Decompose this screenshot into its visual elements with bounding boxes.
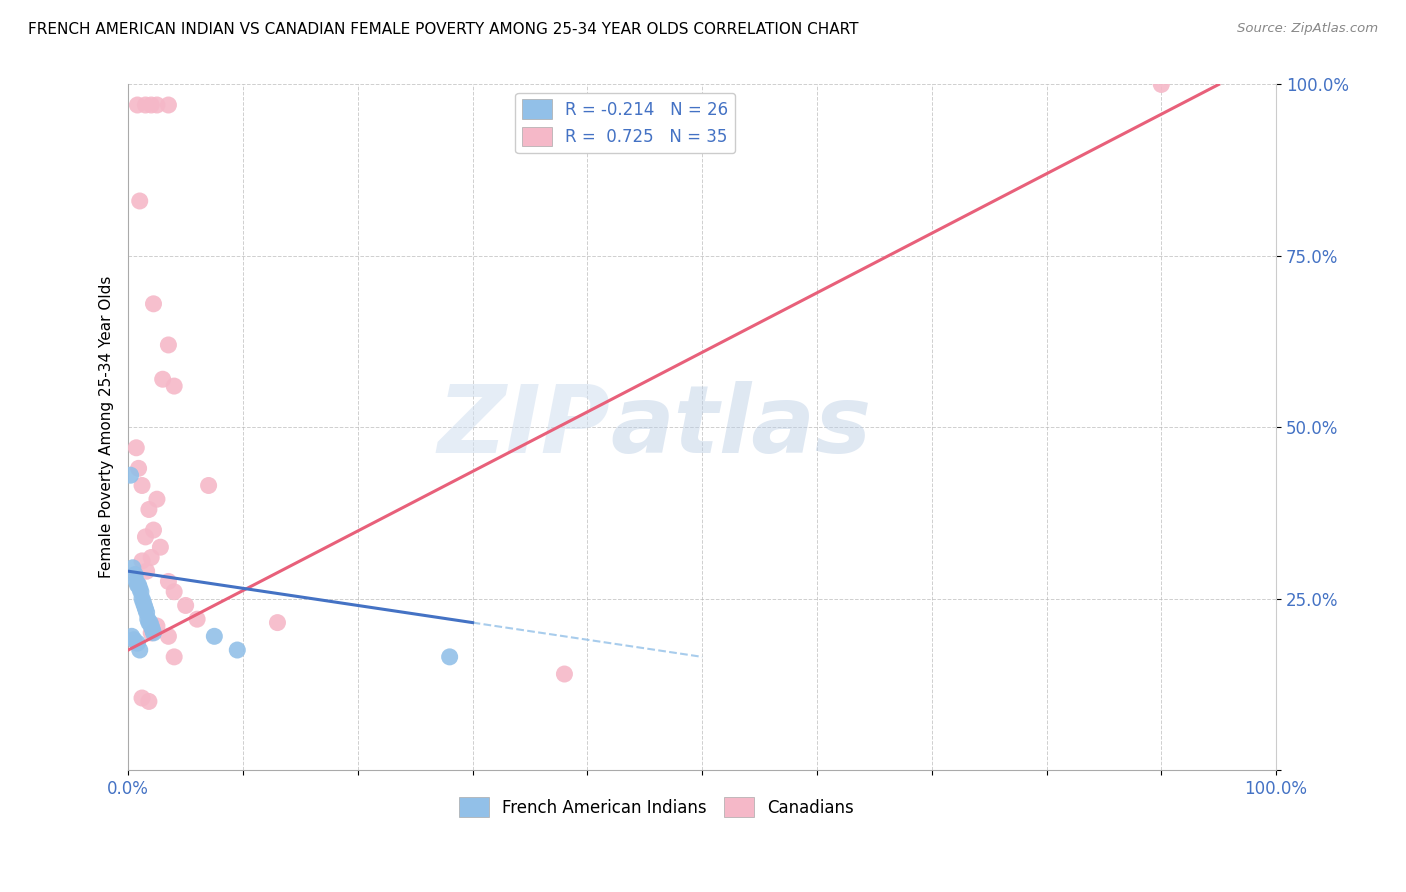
Point [138, 615, 160, 630]
Legend: French American Indians, Canadians: French American Indians, Canadians [453, 791, 860, 823]
Point [141, 550, 163, 565]
Point [128, 578, 150, 592]
Point [121, 561, 143, 575]
Point [157, 338, 180, 352]
Point [149, 540, 172, 554]
Point [142, 297, 165, 311]
Point [146, 619, 169, 633]
Point [131, 591, 153, 606]
Point [128, 643, 150, 657]
Point [163, 379, 186, 393]
Y-axis label: Female Poverty Among 25-34 Year Olds: Female Poverty Among 25-34 Year Olds [100, 276, 114, 578]
Point [120, 468, 142, 483]
Point [141, 619, 163, 633]
Text: ZIP: ZIP [437, 381, 610, 474]
Point [138, 694, 160, 708]
Point [157, 98, 180, 112]
Point [163, 584, 186, 599]
Point [127, 98, 149, 112]
Point [138, 502, 160, 516]
Point [141, 626, 163, 640]
Point [131, 478, 153, 492]
Point [128, 194, 150, 208]
Point [135, 605, 157, 619]
Text: FRENCH AMERICAN INDIAN VS CANADIAN FEMALE POVERTY AMONG 25-34 YEAR OLDS CORRELAT: FRENCH AMERICAN INDIAN VS CANADIAN FEMAL… [28, 22, 859, 37]
Point [135, 564, 157, 578]
Point [1150, 78, 1173, 92]
Point [174, 599, 197, 613]
Point [127, 578, 149, 592]
Point [125, 574, 148, 589]
Point [128, 582, 150, 596]
Point [131, 691, 153, 706]
Point [141, 623, 163, 637]
Point [139, 615, 162, 630]
Point [163, 649, 186, 664]
Point [146, 98, 169, 112]
Point [553, 667, 575, 681]
Point [134, 602, 156, 616]
Point [122, 632, 145, 647]
Point [226, 643, 249, 657]
Point [146, 492, 169, 507]
Point [266, 615, 288, 630]
Point [142, 626, 165, 640]
Point [128, 461, 150, 475]
Point [134, 98, 156, 112]
Point [134, 599, 156, 613]
Point [131, 554, 153, 568]
Point [125, 441, 148, 455]
Point [132, 595, 155, 609]
Point [197, 478, 219, 492]
Point [127, 636, 149, 650]
Text: Source: ZipAtlas.com: Source: ZipAtlas.com [1237, 22, 1378, 36]
Point [141, 98, 163, 112]
Point [439, 649, 461, 664]
Point [202, 629, 225, 643]
Point [124, 567, 146, 582]
Point [157, 629, 180, 643]
Point [142, 523, 165, 537]
Point [136, 612, 159, 626]
Point [121, 629, 143, 643]
Point [129, 584, 152, 599]
Point [186, 612, 208, 626]
Point [157, 574, 180, 589]
Point [152, 372, 174, 386]
Point [134, 530, 156, 544]
Text: atlas: atlas [610, 381, 872, 474]
